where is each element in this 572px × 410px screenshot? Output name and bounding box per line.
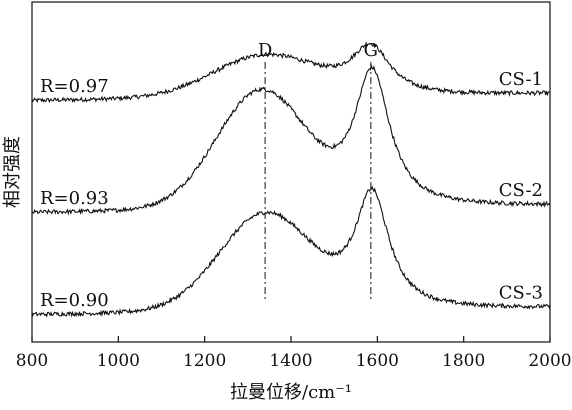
series-label-cs-3: CS-3 [499, 282, 543, 303]
x-tick-label: 1800 [442, 351, 485, 371]
r-value-label-cs-3: R=0.90 [40, 290, 109, 311]
x-axis-title: 拉曼位移/cm⁻¹ [230, 382, 352, 403]
tick-layer: 800 1000 1200 1400 1600 1800 2000 [16, 336, 572, 371]
x-tick-label: 800 [16, 351, 48, 371]
r-value-label-cs-1: R=0.97 [40, 76, 109, 97]
peak-d-label: D [258, 40, 272, 61]
series-layer: CS-1 R=0.97 CS-2 R=0.93 CS-3 R=0.90 [31, 41, 551, 318]
series-line-cs-2 [31, 63, 551, 216]
x-tick-label: 1000 [97, 351, 140, 371]
series-label-cs-1: CS-1 [499, 69, 543, 90]
series-line-cs-1 [31, 41, 551, 104]
x-tick-label: 1200 [183, 351, 226, 371]
plot-frame [31, 1, 551, 343]
series-label-cs-2: CS-2 [499, 180, 543, 201]
series-line-cs-3 [31, 185, 551, 318]
y-axis-title: 相对强度 [2, 136, 23, 208]
x-tick-label: 2000 [528, 351, 571, 371]
x-tick-label: 1600 [356, 351, 399, 371]
r-value-label-cs-2: R=0.93 [40, 188, 109, 209]
x-tick-label: 1400 [269, 351, 312, 371]
